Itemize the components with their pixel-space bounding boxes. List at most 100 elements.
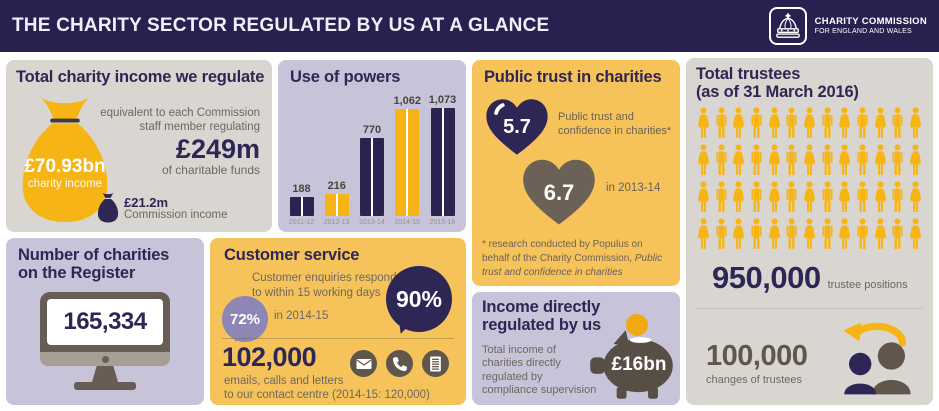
bar-group-2013-14: 770 2013-14 xyxy=(359,94,386,228)
logo-text: CHARITY COMMISSION FOR ENGLAND AND WALES xyxy=(815,16,927,36)
trustee-row xyxy=(696,106,923,140)
bar xyxy=(360,138,384,216)
equivalent-value: £249m xyxy=(175,133,260,164)
male-trustee-icon xyxy=(820,217,835,251)
regulated-income-value: £16bn xyxy=(611,354,667,375)
commission-income-label: Commission income xyxy=(124,209,228,221)
logo-line2: FOR ENGLAND AND WALES xyxy=(814,27,912,35)
monitor-power-dot xyxy=(101,355,109,363)
bar-group-2014-15: 1,062 2014-15 xyxy=(393,94,422,228)
male-trustee-icon xyxy=(890,106,905,140)
panel-title: Total charity income we regulate xyxy=(16,68,265,86)
divider xyxy=(696,308,923,309)
male-trustee-icon xyxy=(820,180,835,214)
footnote-italic: Public trust and confidence in charities xyxy=(482,253,663,278)
male-trustee-icon xyxy=(749,143,764,177)
bar-value-label: 1,062 xyxy=(393,95,422,107)
contacts-value: 102,000 xyxy=(222,342,317,372)
male-trustee-icon xyxy=(714,217,729,251)
trust-current-label: Public trust and confidence in charities… xyxy=(558,110,671,139)
contacts-label: emails, calls and letters to our contact… xyxy=(224,374,430,403)
panel-public-trust: Public trust in charities 5.7 Public tru… xyxy=(472,60,680,286)
equivalent-line1: equivalent to each Commission xyxy=(100,107,260,119)
trustee-changes-label: changes of trustees xyxy=(706,374,803,386)
trust-current-label-line2: confidence in charities* xyxy=(558,125,672,138)
regulated-description: Total income of charities directly regul… xyxy=(482,344,596,398)
bar-value-label: 770 xyxy=(362,124,382,136)
panel-title: Customer service xyxy=(224,246,360,264)
male-trustee-icon xyxy=(855,217,870,251)
bar-group-2015-16: 1,073 2015-16 xyxy=(428,94,457,228)
male-trustee-icon xyxy=(890,143,905,177)
bar xyxy=(324,194,349,216)
equivalent-block: equivalent to each Commission staff memb… xyxy=(100,106,260,177)
coin-icon xyxy=(626,314,648,336)
male-trustee-icon xyxy=(820,143,835,177)
trust-score-current: 5.7 xyxy=(503,116,531,138)
female-trustee-icon xyxy=(908,143,923,177)
regulated-desc-line1: Total income of xyxy=(482,344,556,356)
bar-year-label: 2014-15 xyxy=(394,219,421,226)
male-trustee-icon xyxy=(714,143,729,177)
service-description: Customer enquiries responded to within 1… xyxy=(252,271,409,301)
trustee-positions-label: trustee positions xyxy=(827,279,908,291)
panel-title-line1: Number of charities xyxy=(18,246,170,264)
monitor-stand xyxy=(92,366,118,382)
male-trustee-icon xyxy=(784,106,799,140)
footnote-normal: * research conducted by Populus on behal… xyxy=(482,239,643,264)
female-trustee-icon xyxy=(731,217,746,251)
female-trustee-icon xyxy=(802,143,817,177)
monitor-chin xyxy=(40,352,170,366)
monitor-frame: 165,334 xyxy=(40,292,170,352)
female-trustee-icon xyxy=(837,106,852,140)
regulated-desc-line4: compliance supervision xyxy=(482,384,597,397)
male-trustee-icon xyxy=(855,106,870,140)
header-bar: THE CHARITY SECTOR REGULATED BY US AT A … xyxy=(0,0,939,52)
male-trustee-icon xyxy=(749,217,764,251)
trust-score-previous: 6.7 xyxy=(543,180,575,205)
bar-value-label: 1,073 xyxy=(428,94,457,106)
panel-title: Use of powers xyxy=(290,68,401,86)
trustees-pictogram xyxy=(696,106,923,254)
piggy-bank-icon: £16bn xyxy=(588,310,680,402)
trustee-row xyxy=(696,217,923,251)
commission-income-value: £21.2m xyxy=(124,195,169,210)
bar xyxy=(395,109,420,216)
regulated-desc-line2: charities directly xyxy=(482,357,561,370)
commission-income-bag-icon xyxy=(96,192,120,228)
trustee-changes-value: 100,000 xyxy=(706,340,808,372)
panel-use-of-powers: Use of powers 188 2011-12 216 2012-13 770 201… xyxy=(278,60,466,232)
female-trustee-icon xyxy=(873,180,888,214)
panel-register: Number of charities on the Register 165,… xyxy=(6,238,204,405)
panel-title-line1: Total trustees xyxy=(696,65,801,83)
male-trustee-icon xyxy=(784,217,799,251)
female-trustee-icon xyxy=(873,106,888,140)
bar xyxy=(289,197,314,216)
trust-previous-label: in 2013-14 xyxy=(606,182,661,194)
male-trustee-icon xyxy=(855,143,870,177)
female-trustee-icon xyxy=(696,106,711,140)
contacts-line1: emails, calls and letters xyxy=(224,375,344,387)
male-trustee-icon xyxy=(749,180,764,214)
male-trustee-icon xyxy=(714,106,729,140)
panel-title-line2: (as of 31 March 2016) xyxy=(696,83,859,102)
monitor-screen: 165,334 xyxy=(47,299,163,345)
trustee-positions-value: 950,000 xyxy=(712,260,821,295)
logo-line1: CHARITY COMMISSION xyxy=(814,16,927,28)
panel-income-regulated: Income directly regulated by us Total in… xyxy=(472,292,680,405)
female-trustee-icon xyxy=(873,217,888,251)
equivalent-line2: staff member regulating xyxy=(139,121,260,134)
rate-now-value: 90% xyxy=(395,285,443,312)
trust-score-heart-icon: 5.7 xyxy=(484,96,550,156)
email-icon xyxy=(350,350,377,377)
speech-bubble-72: 72% xyxy=(222,296,268,342)
trustee-change-icon xyxy=(831,316,923,401)
crown-icon xyxy=(768,7,807,45)
charity-income-label: charity income xyxy=(27,178,103,190)
female-trustee-icon xyxy=(696,217,711,251)
regulated-desc-line3: regulated by xyxy=(482,370,543,383)
bar-year-label: 2012-13 xyxy=(323,219,350,226)
female-trustee-icon xyxy=(837,217,852,251)
contacts-line2: to our contact centre (2014-15: 120,000) xyxy=(224,389,430,402)
female-trustee-icon xyxy=(837,180,852,214)
